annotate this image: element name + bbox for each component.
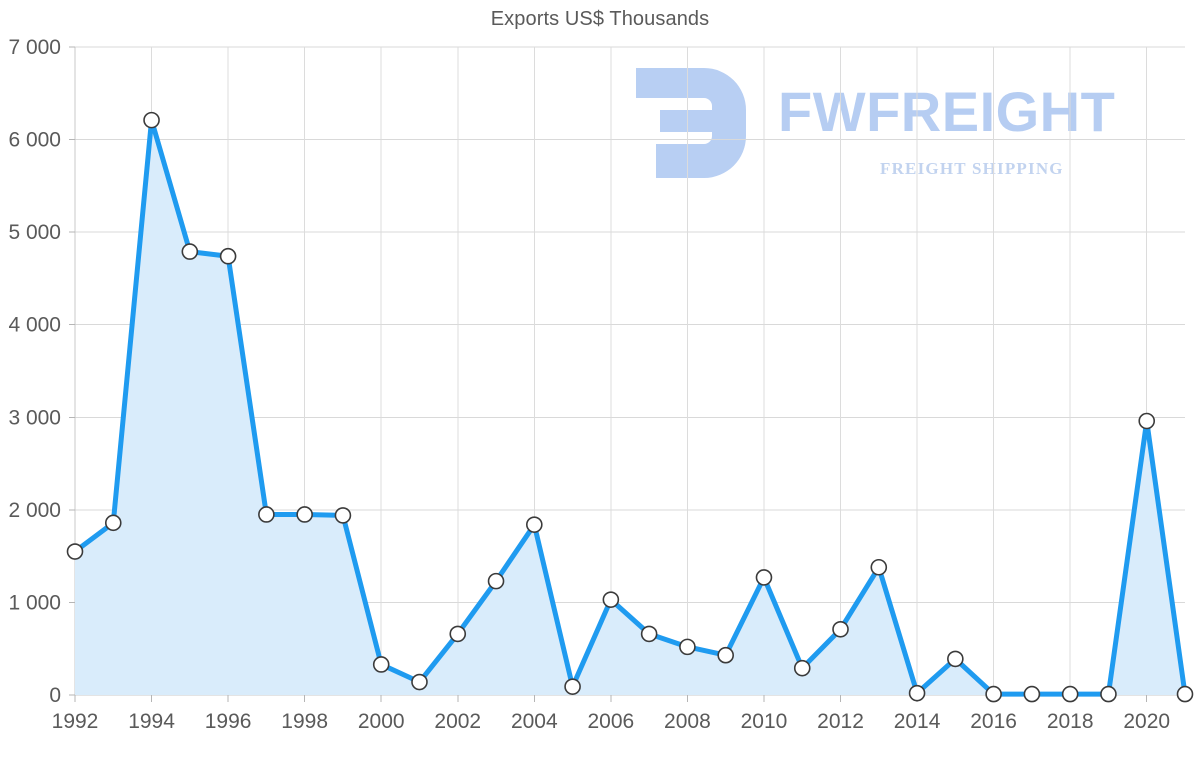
- y-tick-label: 4 000: [8, 314, 61, 337]
- y-tick-label: 1 000: [8, 591, 61, 614]
- data-point-1992: [66, 543, 84, 560]
- data-point-2008: [679, 638, 696, 656]
- data-point-2021: [1176, 685, 1194, 703]
- x-tick-label: 1992: [52, 710, 99, 733]
- x-tick-label: 2018: [1047, 710, 1094, 733]
- data-point-2018: [1061, 685, 1079, 703]
- y-tick-label: 2 000: [8, 499, 61, 522]
- data-point-2010: [755, 569, 773, 586]
- x-tick-label: 2002: [434, 710, 481, 733]
- area-fill: [75, 120, 1185, 696]
- x-tick-label: 2008: [664, 710, 711, 733]
- data-point-2002: [449, 625, 467, 643]
- chart-title: Exports US$ Thousands: [490, 8, 710, 30]
- x-tick-label: 2004: [511, 710, 558, 733]
- data-point-2007: [640, 625, 658, 643]
- data-point-markers: [66, 111, 1194, 703]
- y-tick-label: 7 000: [8, 36, 61, 59]
- data-point-2015: [947, 650, 964, 668]
- series-area: [75, 120, 1185, 696]
- horizontal-gridlines: [75, 46, 1185, 603]
- x-tick-label: 2020: [1123, 710, 1170, 733]
- data-point-2012: [832, 620, 849, 638]
- x-tick-label: 2014: [894, 710, 941, 733]
- y-tick-label: 5 000: [8, 221, 61, 244]
- data-point-1995: [181, 243, 199, 260]
- y-tick-label: 3 000: [8, 406, 61, 429]
- data-point-2003: [487, 572, 505, 590]
- data-point-2006: [602, 591, 620, 608]
- x-axis-tick-labels: 1992 1994 1996 1998 2000 2002 2004 2006 2008 2010…: [52, 710, 1170, 733]
- data-point-1994: [143, 111, 160, 129]
- data-point-2017: [1023, 685, 1041, 703]
- data-point-2000: [372, 656, 390, 673]
- data-point-1997: [258, 506, 275, 523]
- data-point-2004: [526, 516, 543, 533]
- data-point-2013: [870, 558, 888, 576]
- data-point-2001: [411, 673, 428, 691]
- tick-marks: [69, 46, 1148, 702]
- x-tick-label: 2010: [741, 710, 788, 733]
- data-point-2019: [1100, 685, 1117, 703]
- data-point-1998: [296, 506, 313, 523]
- y-axis-tick-labels: 0 1 000 2 000 3 000 4 000 5 000 6 000 7 000: [8, 36, 61, 707]
- x-tick-label: 1996: [205, 710, 252, 733]
- data-point-2011: [793, 659, 811, 677]
- x-tick-label: 2016: [970, 710, 1017, 733]
- data-point-2016: [985, 685, 1002, 703]
- x-tick-label: 1998: [281, 710, 328, 733]
- data-point-1999: [334, 507, 352, 524]
- data-point-2005: [564, 678, 581, 695]
- x-tick-label: 2000: [358, 710, 405, 733]
- x-tick-label: 2006: [588, 710, 635, 733]
- y-tick-label: 6 000: [8, 129, 61, 152]
- data-point-2009: [717, 646, 734, 664]
- data-point-2014: [908, 684, 926, 702]
- data-point-1996: [219, 247, 237, 265]
- x-tick-label: 1994: [128, 710, 175, 733]
- x-tick-label: 2012: [817, 710, 864, 733]
- data-point-1993: [104, 514, 122, 532]
- y-tick-label: 0: [49, 684, 61, 707]
- data-point-2020: [1138, 412, 1156, 430]
